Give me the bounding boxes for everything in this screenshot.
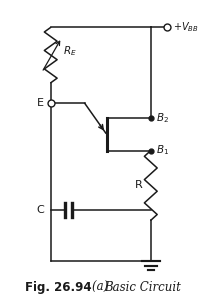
Text: $R_E$: $R_E$ <box>62 44 76 58</box>
Text: Basic Circuit: Basic Circuit <box>103 280 180 294</box>
Text: (a): (a) <box>91 280 111 294</box>
Text: $+V_{BB}$: $+V_{BB}$ <box>172 20 197 34</box>
Text: C: C <box>37 205 44 215</box>
Text: $B_1$: $B_1$ <box>155 144 168 158</box>
Text: R: R <box>134 180 142 190</box>
Text: $B_2$: $B_2$ <box>155 111 168 125</box>
Text: Fig. 26.94: Fig. 26.94 <box>25 280 91 294</box>
Text: E: E <box>37 98 44 108</box>
